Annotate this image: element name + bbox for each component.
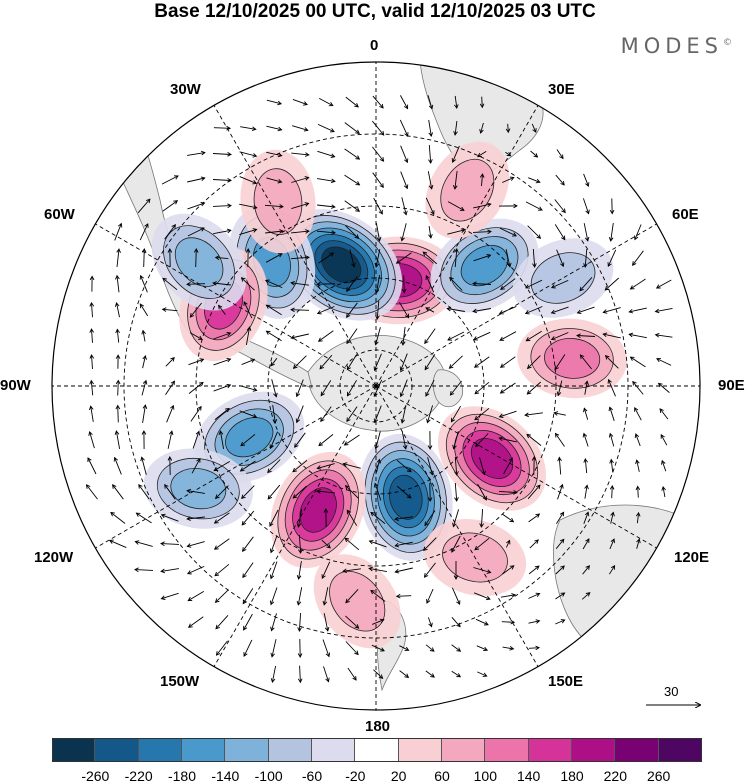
colorbar-segment xyxy=(399,738,442,762)
wind-arrow-shaft xyxy=(291,310,309,311)
lon-label-180: 180 xyxy=(365,719,390,735)
colorbar-tick-label: -180 xyxy=(168,768,196,784)
colorbar-tick-label: -100 xyxy=(255,768,283,784)
lon-label-90w: 90W xyxy=(0,378,31,394)
wind-arrow-shaft xyxy=(187,284,205,285)
colorbar-tick-label: 20 xyxy=(391,768,407,784)
wind-arrow-shaft xyxy=(118,406,119,423)
lon-label-90e: 90E xyxy=(718,378,745,394)
colorbar-tick-label: -140 xyxy=(211,768,239,784)
colorbar-segment xyxy=(572,738,615,762)
lon-label-150w: 150W xyxy=(160,674,199,690)
lon-label-60w: 60W xyxy=(44,207,75,223)
colorbar-segment xyxy=(225,738,268,762)
colorbar-tick-label: 260 xyxy=(647,768,670,784)
wind-arrow-shaft xyxy=(118,381,119,396)
wind-arrow-shaft xyxy=(404,275,405,292)
colorbar-segment xyxy=(615,738,658,762)
colorbar-segment xyxy=(139,738,182,762)
colorbar-segment xyxy=(355,738,398,762)
wind-arrow-shaft xyxy=(214,128,230,129)
lon-label-60e: 60E xyxy=(672,207,699,223)
wind-arrow-shaft xyxy=(502,622,514,623)
wind-reference-label: 30 xyxy=(664,684,678,699)
colorbar-segment xyxy=(312,738,355,762)
wind-arrow-shaft xyxy=(397,596,411,597)
colorbar-segment xyxy=(52,738,95,762)
colorbar-segment xyxy=(485,738,528,762)
colorbar-tick-label: -20 xyxy=(345,768,365,784)
lon-label-150e: 150E xyxy=(548,674,583,690)
colorbar xyxy=(52,738,702,762)
polar-map xyxy=(0,0,750,730)
colorbar-segment xyxy=(95,738,138,762)
lon-label-0: 0 xyxy=(370,38,378,54)
wind-arrow-shaft xyxy=(612,486,613,498)
colorbar-tick-label: -220 xyxy=(125,768,153,784)
wind-arrow-shaft xyxy=(144,249,145,267)
lon-label-120w: 120W xyxy=(34,550,73,566)
colorbar-segment xyxy=(269,738,312,762)
colorbar-tick-label: 140 xyxy=(517,768,540,784)
colorbar-tick-label: -60 xyxy=(302,768,322,784)
lon-label-30w: 30W xyxy=(170,82,201,98)
colorbar-tick-label: 60 xyxy=(434,768,450,784)
colorbar-segment xyxy=(659,738,702,762)
colorbar-tick-label: -260 xyxy=(81,768,109,784)
wind-arrow-shaft xyxy=(196,249,197,267)
colorbar-segment xyxy=(442,738,485,762)
colorbar-tick-label: 100 xyxy=(474,768,497,784)
colorbar-segment xyxy=(529,738,572,762)
colorbar-tick-label: 180 xyxy=(560,768,583,784)
lon-label-120e: 120E xyxy=(674,550,709,566)
colorbar-segment xyxy=(182,738,225,762)
colorbar-tick-label: 220 xyxy=(604,768,627,784)
colorbar-tick-labels: -260 -220 -180 -140 -100 -60 -20 20 60 100 140 180 2… xyxy=(0,768,750,784)
lon-label-30e: 30E xyxy=(548,82,575,98)
